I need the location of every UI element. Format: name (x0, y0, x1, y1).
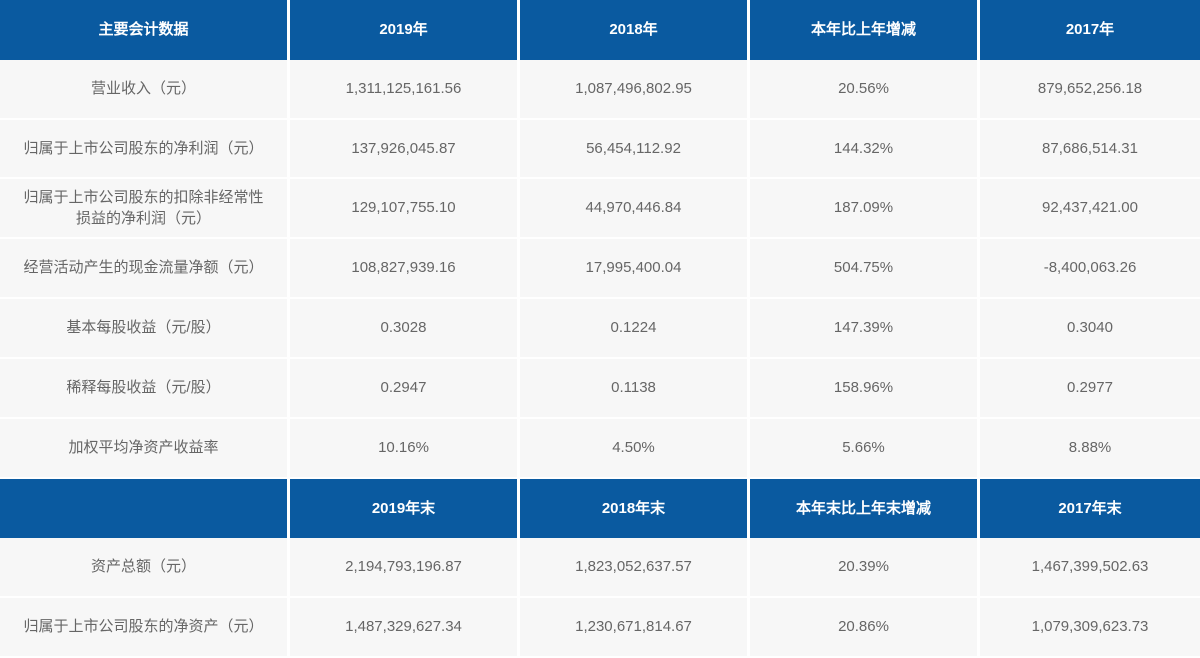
row-label-cell: 营业收入（元） (0, 59, 290, 118)
row-label-cell: 经营活动产生的现金流量净额（元） (0, 239, 290, 298)
header-cell: 2017年末 (1058, 499, 1122, 517)
table-row: 资产总额（元） 2,194,793,196.87 1,823,052,637.57 2… (0, 538, 1200, 599)
value-cell: 1,087,496,802.95 (520, 59, 750, 118)
row-label-cell: 基本每股收益（元/股） (0, 299, 290, 357)
value-cell: 0.3028 (290, 299, 520, 357)
value-cell: 1,467,399,502.63 (1031, 558, 1149, 576)
value-cell: 20.86% (750, 598, 980, 656)
table-row: 营业收入（元） 1,311,125,161.56 1,087,496,802.95 2… (0, 59, 1200, 120)
value-cell: 129,107,755.10 (290, 179, 520, 238)
header-cell: 2019年 (290, 0, 520, 60)
header-row: 主要会计数据 2019年 2018年 本年比上年增减 2017年 (0, 0, 1200, 60)
value-cell: 144.32% (750, 119, 980, 178)
table-row: 稀释每股收益（元/股） 0.2947 0.1138 158.96% 0.2977 (0, 358, 1200, 419)
row-label-cell: 归属于上市公司股东的扣除非经常性损益的净利润（元） (0, 179, 290, 238)
value-cell: 92,437,421.00 (1042, 199, 1138, 217)
header-cell: 本年末比上年末增减 (750, 478, 980, 539)
header-cell: 2017年 (1065, 21, 1115, 39)
row-label-cell: 稀释每股收益（元/股） (0, 358, 290, 417)
value-cell: -8,400,063.26 (1043, 259, 1137, 277)
value-cell: 0.3040 (1067, 319, 1113, 337)
value-cell: 1,230,671,814.67 (520, 598, 750, 656)
row-label-cell: 归属于上市公司股东的净利润（元） (0, 119, 290, 178)
header-cell: 2018年 (520, 0, 750, 60)
value-cell: 147.39% (750, 299, 980, 357)
value-cell: 504.75% (750, 239, 980, 298)
value-cell: 0.1224 (520, 299, 750, 357)
value-cell: 879,652,256.18 (1037, 79, 1143, 97)
table-row: 归属于上市公司股东的扣除非经常性损益的净利润（元） 129,107,755.10 4… (0, 179, 1200, 240)
value-cell: 108,827,939.16 (290, 239, 520, 298)
value-cell: 87,686,514.31 (1042, 139, 1138, 157)
value-cell: 10.16% (290, 418, 520, 477)
row-label-cell: 加权平均净资产收益率 (0, 418, 290, 477)
value-cell: 1,487,329,627.34 (290, 598, 520, 656)
value-cell: 0.2947 (290, 358, 520, 417)
value-cell: 1,311,125,161.56 (290, 59, 520, 118)
row-label-cell: 资产总额（元） (0, 538, 290, 597)
table-row: 归属于上市公司股东的净资产（元） 1,487,329,627.34 1,230,67… (0, 598, 1200, 658)
value-cell: 8.88% (1068, 438, 1112, 456)
value-cell: 1,079,309,623.73 (1031, 618, 1149, 636)
value-cell: 17,995,400.04 (520, 239, 750, 298)
header-cell: 2019年末 (290, 478, 520, 539)
value-cell: 137,926,045.87 (290, 119, 520, 178)
header-cell: 本年比上年增减 (750, 0, 980, 60)
period-end-data-section: 2019年末 2018年末 本年末比上年末增减 2017年末资产总额（元） 2,194,… (0, 478, 1200, 658)
value-cell: 187.09% (750, 179, 980, 238)
value-cell: 44,970,446.84 (520, 179, 750, 238)
value-cell: 0.1138 (520, 358, 750, 417)
value-cell: 158.96% (750, 358, 980, 417)
header-cell: 主要会计数据 (0, 0, 290, 60)
value-cell: 56,454,112.92 (520, 119, 750, 178)
table-row: 归属于上市公司股东的净利润（元） 137,926,045.87 56,454,112… (0, 119, 1200, 180)
header-row: 2019年末 2018年末 本年末比上年末增减 2017年末 (0, 478, 1200, 539)
value-cell: 20.56% (750, 59, 980, 118)
value-cell: 20.39% (750, 538, 980, 597)
annual-data-section: 主要会计数据 2019年 2018年 本年比上年增减 2017年营业收入（元） 1,311… (0, 0, 1200, 479)
header-cell (0, 478, 290, 539)
value-cell: 0.2977 (1067, 378, 1113, 396)
value-cell: 1,823,052,637.57 (520, 538, 750, 597)
table-row: 加权平均净资产收益率 10.16% 4.50% 5.66% 8.88% (0, 418, 1200, 479)
header-cell: 2018年末 (520, 478, 750, 539)
row-label-cell: 归属于上市公司股东的净资产（元） (0, 598, 290, 656)
value-cell: 2,194,793,196.87 (290, 538, 520, 597)
table-row: 经营活动产生的现金流量净额（元） 108,827,939.16 17,995,400… (0, 239, 1200, 300)
table-row: 基本每股收益（元/股） 0.3028 0.1224 147.39% 0.3040 (0, 299, 1200, 359)
value-cell: 4.50% (520, 418, 750, 477)
value-cell: 5.66% (750, 418, 980, 477)
